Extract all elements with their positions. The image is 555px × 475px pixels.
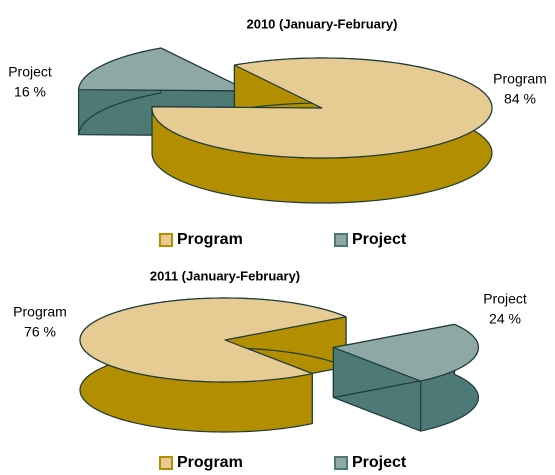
legend-label: Project — [352, 454, 407, 471]
slice — [79, 297, 347, 383]
slice — [151, 57, 493, 159]
legend-swatch — [159, 233, 173, 247]
slice-value-label: 76 % — [24, 324, 56, 340]
legend-label: Project — [352, 231, 407, 248]
slice — [332, 323, 479, 382]
slice-label: Program — [13, 304, 67, 320]
legend-swatch — [334, 456, 348, 470]
slice-label: Project — [8, 64, 52, 80]
slice — [77, 47, 250, 92]
chart-title: 2010 (January-February) — [246, 16, 397, 31]
legend-swatch — [159, 456, 173, 470]
chart-title: 2011 (January-February) — [150, 268, 300, 283]
slice-value-label: 84 % — [504, 91, 536, 107]
legend-label: Program — [177, 231, 243, 248]
slice-value-label: 24 % — [489, 311, 521, 327]
legend-label: Program — [177, 454, 243, 471]
slice-label: Program — [493, 71, 547, 87]
legend-swatch — [334, 233, 348, 247]
slice-label: Project — [483, 291, 527, 307]
slice-value-label: 16 % — [14, 84, 46, 100]
